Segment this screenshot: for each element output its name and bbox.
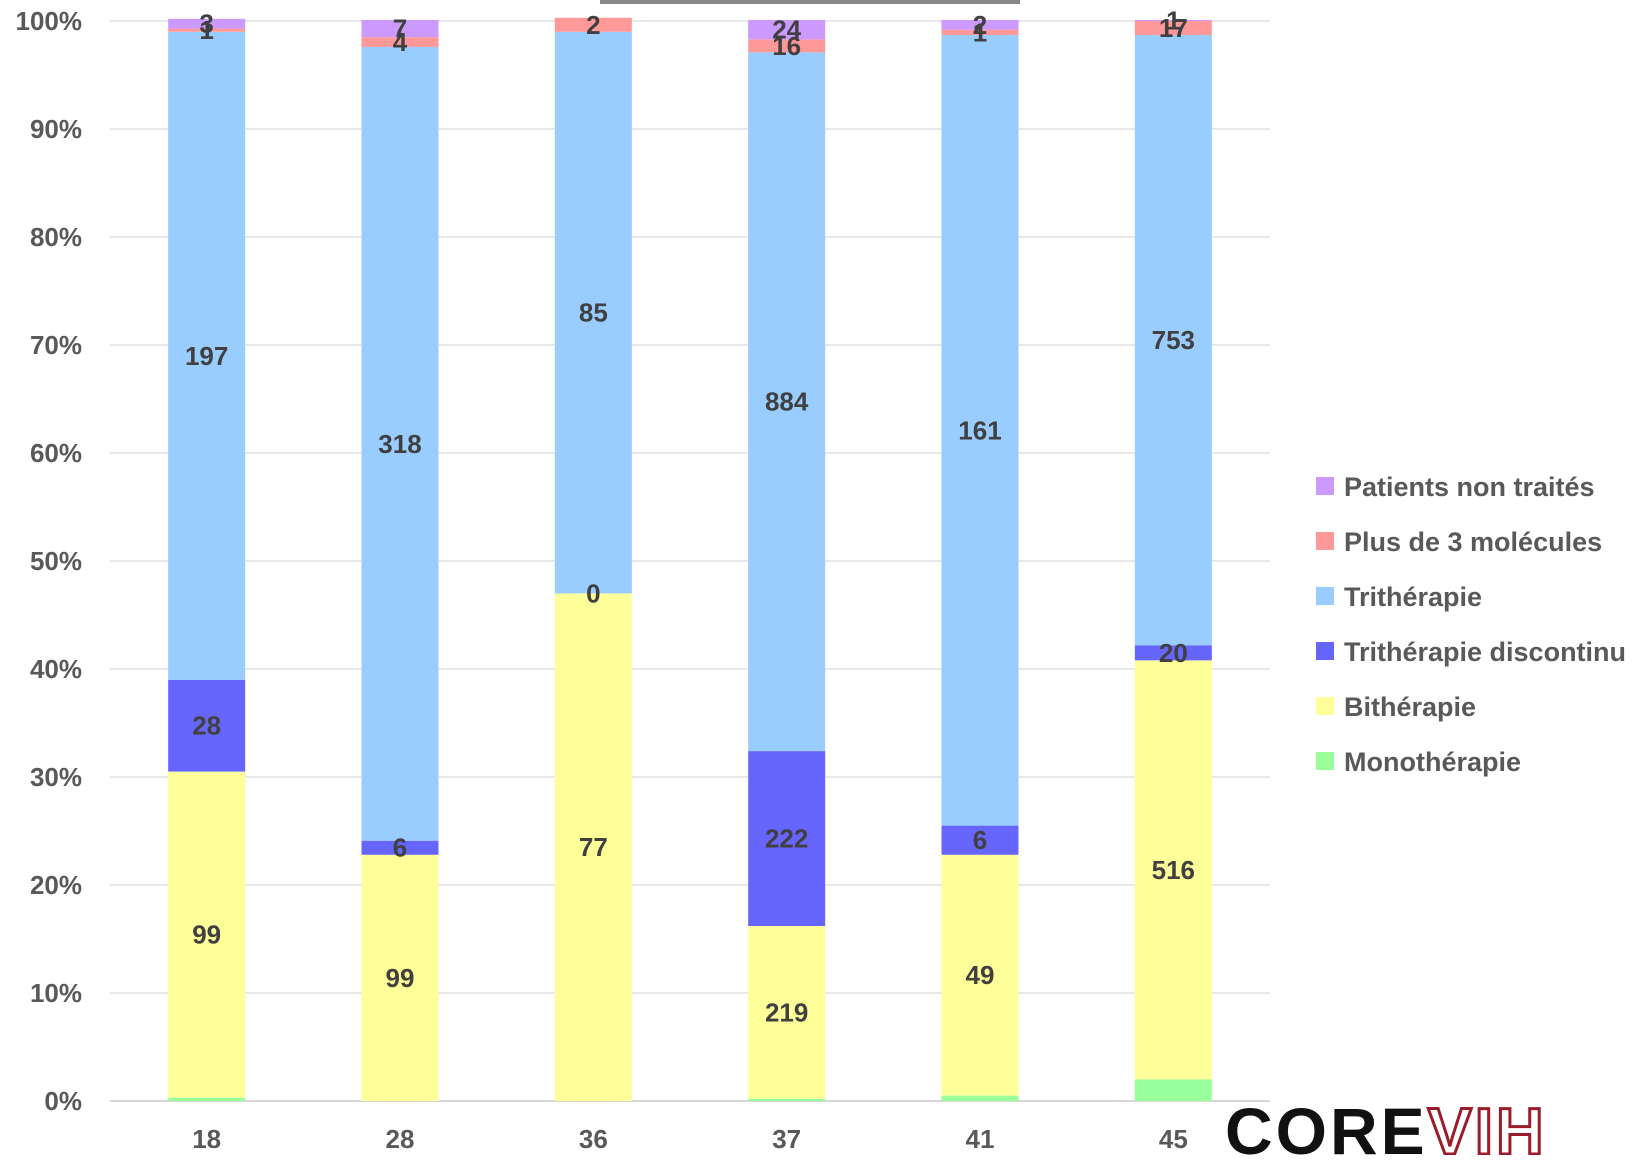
legend-swatch [1316, 752, 1334, 770]
legend-label: Plus de 3 molécules [1344, 527, 1602, 557]
data-label: 516 [1152, 855, 1195, 885]
legend-swatch [1316, 477, 1334, 495]
bar-segment [554, 17, 632, 32]
data-label: 3 [199, 9, 213, 39]
bar-segment [941, 19, 1019, 30]
data-label: 24 [772, 15, 801, 45]
data-label: 49 [966, 960, 995, 990]
x-tick-label: 41 [966, 1124, 995, 1154]
bar-segment [748, 926, 826, 1099]
data-label: 753 [1152, 325, 1195, 355]
legend-swatch [1316, 642, 1334, 660]
bar-segment [1134, 21, 1212, 36]
bar-segment [941, 35, 1019, 826]
bar-segment [168, 771, 246, 1098]
data-label: 197 [185, 341, 228, 371]
legend-label: Patients non traités [1344, 472, 1595, 502]
data-label: 222 [765, 824, 808, 854]
data-label: 28 [192, 711, 221, 741]
data-label: 219 [765, 997, 808, 1027]
y-tick-label: 0% [44, 1086, 82, 1116]
data-label: 318 [378, 429, 421, 459]
data-label: 0 [586, 578, 600, 608]
data-label: 1 [973, 17, 987, 47]
bar-segment [1134, 35, 1212, 646]
bar-segment [168, 679, 246, 772]
data-label: 16 [772, 31, 801, 61]
data-label: 99 [386, 963, 415, 993]
data-label: 1 [199, 15, 213, 45]
legend-swatch [1316, 697, 1334, 715]
legend-label: Monothérapie [1344, 747, 1521, 777]
data-label: 4 [393, 27, 408, 57]
data-label: 85 [579, 298, 608, 328]
y-tick-label: 50% [30, 546, 82, 576]
bar-segment [168, 31, 246, 680]
bar-segment [361, 19, 439, 38]
bar-segment [1134, 660, 1212, 1080]
x-tick-label: 18 [192, 1124, 221, 1154]
x-tick-label: 37 [772, 1124, 801, 1154]
legend-label: Bithérapie [1344, 692, 1476, 722]
x-tick-label: 45 [1159, 1124, 1188, 1154]
bar-segment [941, 29, 1019, 36]
bar-segment [554, 593, 632, 1101]
y-tick-label: 30% [30, 762, 82, 792]
bar-segment [361, 37, 439, 47]
bar-segment [748, 52, 826, 752]
bar-segment [1134, 1079, 1212, 1101]
bar-segment [168, 1097, 246, 1101]
bar-segment [941, 854, 1019, 1096]
y-tick-label: 20% [30, 870, 82, 900]
bar-segment [361, 840, 439, 855]
legend-swatch [1316, 532, 1334, 550]
bar-segment [748, 1098, 826, 1101]
y-tick-label: 100% [16, 6, 83, 36]
bar-segment [554, 31, 632, 594]
data-label: 77 [579, 832, 608, 862]
logo-core-text: CORE [1225, 1098, 1428, 1155]
bar-segment [361, 854, 439, 1101]
bar-segment [748, 751, 826, 927]
data-label: 7 [393, 14, 407, 44]
y-tick-label: 70% [30, 330, 82, 360]
data-label: 20 [1159, 638, 1188, 668]
bar-segment [1134, 19, 1212, 21]
corevih-logo: COREVIH [1225, 1098, 1547, 1155]
x-tick-label: 36 [579, 1124, 608, 1154]
x-tick-label: 28 [386, 1124, 415, 1154]
y-tick-label: 60% [30, 438, 82, 468]
y-tick-label: 80% [30, 222, 82, 252]
data-label: 161 [958, 415, 1001, 445]
bar-segment [748, 19, 826, 40]
bar-segment [168, 28, 246, 32]
y-tick-label: 90% [30, 114, 82, 144]
logo-vih-text: VIH [1426, 1098, 1547, 1155]
data-label: 6 [393, 833, 407, 863]
bar-segment [748, 39, 826, 53]
data-label: 17 [1159, 13, 1188, 43]
data-label: 99 [192, 920, 221, 950]
bar-segment [941, 1095, 1019, 1101]
legend-label: Trithérapie discontinu [1344, 637, 1626, 667]
bar-segment [361, 46, 439, 841]
data-label: 6 [973, 825, 987, 855]
data-label: 2 [586, 10, 600, 40]
legend-swatch [1316, 587, 1334, 605]
bar-segment [941, 825, 1019, 855]
legend-label: Trithérapie [1344, 582, 1482, 612]
bar-segment [1134, 645, 1212, 661]
y-tick-label: 40% [30, 654, 82, 684]
top-edge-strip [600, 0, 1020, 4]
data-label: 1 [1166, 5, 1180, 35]
data-label: 884 [765, 387, 809, 417]
data-label: 2 [973, 10, 987, 40]
y-tick-label: 10% [30, 978, 82, 1008]
bar-segment [168, 18, 246, 29]
